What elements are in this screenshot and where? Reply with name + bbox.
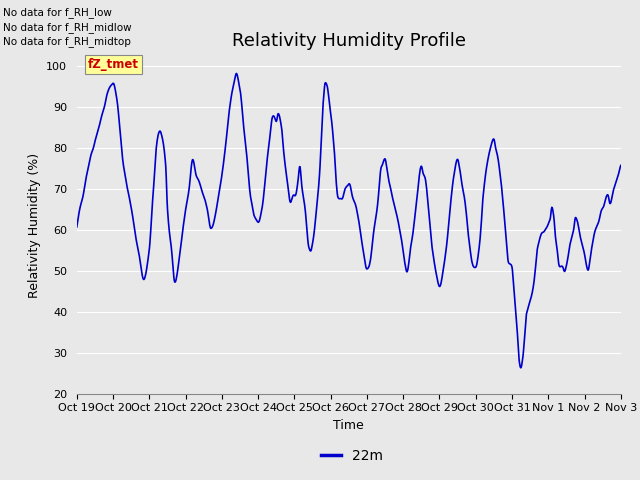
Text: fZ_tmet: fZ_tmet [88, 58, 139, 71]
Text: No data for f_RH_low: No data for f_RH_low [3, 7, 112, 18]
Text: No data for f_RH_midlow: No data for f_RH_midlow [3, 22, 132, 33]
Title: Relativity Humidity Profile: Relativity Humidity Profile [232, 33, 466, 50]
Text: No data for f_RH_midtop: No data for f_RH_midtop [3, 36, 131, 47]
X-axis label: Time: Time [333, 419, 364, 432]
Y-axis label: Relativity Humidity (%): Relativity Humidity (%) [28, 153, 40, 298]
Legend: 22m: 22m [315, 443, 389, 468]
